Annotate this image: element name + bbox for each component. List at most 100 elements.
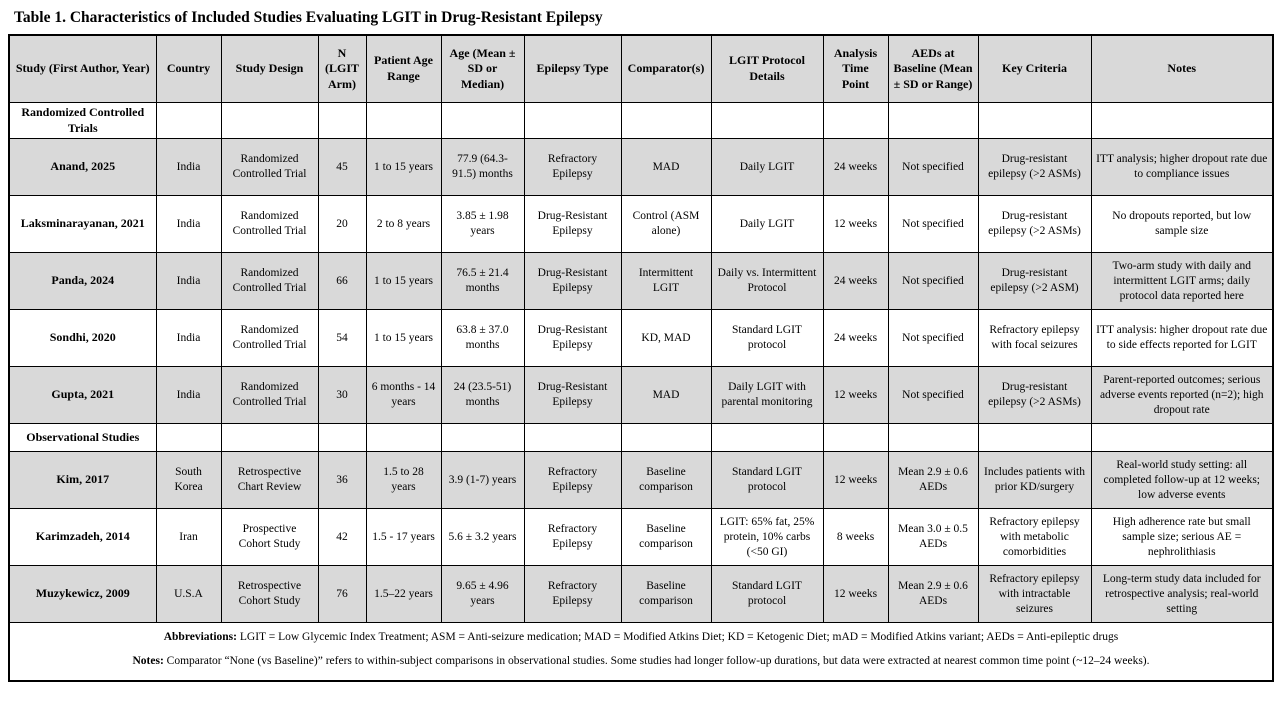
table-cell: 1 to 15 years xyxy=(365,138,442,197)
table-cell: 63.8 ± 37.0 months xyxy=(440,309,525,368)
empty-cell xyxy=(365,101,442,140)
table-cell: 24 weeks xyxy=(822,252,889,311)
table-cell: Standard LGIT protocol xyxy=(710,565,824,624)
table-cell: 76 xyxy=(317,565,367,624)
table-cell: 20 xyxy=(317,195,367,254)
study-name-cell: Karimzadeh, 2014 xyxy=(8,508,157,567)
empty-cell xyxy=(523,101,622,140)
table-cell: Not specified xyxy=(887,195,979,254)
table-foot: Abbreviations: LGIT = Low Glycemic Index… xyxy=(8,622,1274,682)
table-head: Study (First Author, Year) Country Study D… xyxy=(8,34,1274,103)
study-name-cell: Anand, 2025 xyxy=(8,138,157,197)
table-cell: 8 weeks xyxy=(822,508,889,567)
table-row: Laksminarayanan, 2021 India Randomized Con… xyxy=(8,195,1274,254)
table-cell: Drug-resistant epilepsy (>2 ASMs) xyxy=(977,366,1092,425)
column-header: Analysis Time Point xyxy=(822,34,889,103)
table-title: Table 1. Characteristics of Included Stu… xyxy=(14,9,603,26)
table-row: Karimzadeh, 2014 Iran Prospective Cohort S… xyxy=(8,508,1274,567)
table-cell: Not specified xyxy=(887,138,979,197)
table-cell: India xyxy=(155,252,222,311)
table-cell: Iran xyxy=(155,508,222,567)
table-row: Muzykewicz, 2009 U.S.A Retrospective Cohor… xyxy=(8,565,1274,624)
table-cell: Randomized Controlled Trial xyxy=(220,366,319,425)
empty-cell xyxy=(440,423,525,453)
notes-text: Comparator “None (vs Baseline)” refers t… xyxy=(163,655,1150,668)
table-cell: Baseline comparison xyxy=(620,565,712,624)
table-cell: Parent-reported outcomes; serious advers… xyxy=(1090,366,1274,425)
empty-cell xyxy=(977,101,1092,140)
table-cell: 3.9 (1-7) years xyxy=(440,451,525,510)
table-cell: U.S.A xyxy=(155,565,222,624)
table-cell: 1 to 15 years xyxy=(365,309,442,368)
table-cell: Drug-resistant epilepsy (>2 ASM) xyxy=(977,252,1092,311)
table-cell: Daily vs. Intermittent Protocol xyxy=(710,252,824,311)
table-cell: Refractory epilepsy with focal seizures xyxy=(977,309,1092,368)
table-cell: 5.6 ± 3.2 years xyxy=(440,508,525,567)
empty-cell xyxy=(155,423,222,453)
column-header: Patient Age Range xyxy=(365,34,442,103)
table-cell: Drug-Resistant Epilepsy xyxy=(523,309,622,368)
table-cell: Baseline comparison xyxy=(620,451,712,510)
empty-cell xyxy=(822,423,889,453)
table-cell: Refractory Epilepsy xyxy=(523,565,622,624)
table-cell: 1.5–22 years xyxy=(365,565,442,624)
empty-cell xyxy=(977,423,1092,453)
table-cell: Daily LGIT xyxy=(710,138,824,197)
table-cell: Mean 2.9 ± 0.6 AEDs xyxy=(887,451,979,510)
table-cell: Drug-resistant epilepsy (>2 ASMs) xyxy=(977,138,1092,197)
column-header: LGIT Protocol Details xyxy=(710,34,824,103)
empty-cell xyxy=(620,423,712,453)
table-cell: MAD xyxy=(620,366,712,425)
table-cell: 42 xyxy=(317,508,367,567)
table-cell: Randomized Controlled Trial xyxy=(220,309,319,368)
empty-cell xyxy=(220,423,319,453)
table-cell: 24 weeks xyxy=(822,309,889,368)
table-cell: High adherence rate but small sample siz… xyxy=(1090,508,1274,567)
empty-cell xyxy=(620,101,712,140)
table-cell: Refractory epilepsy with intractable sei… xyxy=(977,565,1092,624)
footer-cell: Abbreviations: LGIT = Low Glycemic Index… xyxy=(8,622,1274,682)
table-cell: 1.5 to 28 years xyxy=(365,451,442,510)
study-name-cell: Sondhi, 2020 xyxy=(8,309,157,368)
table-cell: 45 xyxy=(317,138,367,197)
empty-cell xyxy=(822,101,889,140)
table-cell: Intermittent LGIT xyxy=(620,252,712,311)
empty-cell xyxy=(710,423,824,453)
table-cell: MAD xyxy=(620,138,712,197)
table-cell: India xyxy=(155,366,222,425)
table-cell: Drug-resistant epilepsy (>2 ASMs) xyxy=(977,195,1092,254)
empty-cell xyxy=(440,101,525,140)
empty-cell xyxy=(317,423,367,453)
table-cell: Long-term study data included for retros… xyxy=(1090,565,1274,624)
table-row: Gupta, 2021 India Randomized Controlled Tr… xyxy=(8,366,1274,425)
table-cell: Prospective Cohort Study xyxy=(220,508,319,567)
table-cell: 76.5 ± 21.4 months xyxy=(440,252,525,311)
table-cell: Refractory Epilepsy xyxy=(523,451,622,510)
section-label: Randomized Controlled Trials xyxy=(8,101,157,140)
table-cell: Refractory Epilepsy xyxy=(523,508,622,567)
empty-cell xyxy=(523,423,622,453)
table-cell: Standard LGIT protocol xyxy=(710,451,824,510)
column-header: Comparator(s) xyxy=(620,34,712,103)
table-cell: Mean 3.0 ± 0.5 AEDs xyxy=(887,508,979,567)
table-cell: Drug-Resistant Epilepsy xyxy=(523,195,622,254)
table-cell: India xyxy=(155,309,222,368)
table-row: Sondhi, 2020 India Randomized Controlled T… xyxy=(8,309,1274,368)
table-cell: Not specified xyxy=(887,252,979,311)
abbreviations-label: Abbreviations: xyxy=(163,631,237,644)
table-cell: Randomized Controlled Trial xyxy=(220,138,319,197)
table-cell: Control (ASM alone) xyxy=(620,195,712,254)
table-cell: Drug-Resistant Epilepsy xyxy=(523,252,622,311)
table-cell: Refractory epilepsy with metabolic comor… xyxy=(977,508,1092,567)
header-row: Study (First Author, Year) Country Study D… xyxy=(8,34,1274,103)
table-cell: Retrospective Cohort Study xyxy=(220,565,319,624)
table-cell: Baseline comparison xyxy=(620,508,712,567)
table-cell: Real-world study setting: all completed … xyxy=(1090,451,1274,510)
empty-cell xyxy=(887,423,979,453)
column-header: Study Design xyxy=(220,34,319,103)
table-cell: 6 months - 14 years xyxy=(365,366,442,425)
empty-cell xyxy=(365,423,442,453)
table-row: Anand, 2025 India Randomized Controlled Tr… xyxy=(8,138,1274,197)
table-cell: 12 weeks xyxy=(822,451,889,510)
